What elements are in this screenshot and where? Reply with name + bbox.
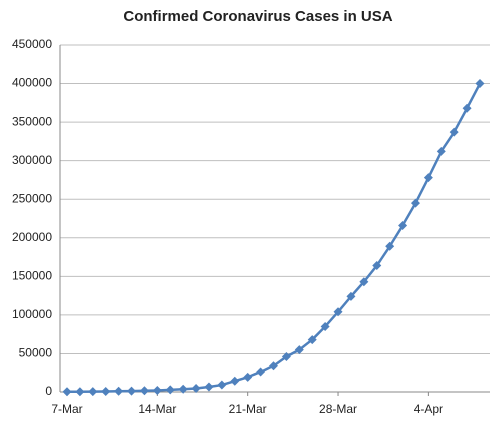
x-tick-label: 7-Mar bbox=[51, 402, 82, 416]
marker bbox=[204, 382, 214, 392]
marker bbox=[269, 361, 278, 371]
y-tick-label: 400000 bbox=[12, 76, 52, 90]
marker bbox=[475, 79, 485, 89]
y-tick-label: 450000 bbox=[12, 37, 52, 51]
marker bbox=[385, 241, 395, 251]
marker bbox=[462, 103, 472, 113]
marker bbox=[178, 384, 188, 394]
x-tick-label: 21-Mar bbox=[229, 402, 267, 416]
chart-title: Confirmed Coronavirus Cases in USA bbox=[123, 8, 392, 25]
marker bbox=[359, 277, 369, 287]
marker bbox=[281, 352, 291, 362]
x-tick-label: 4-Apr bbox=[414, 402, 443, 416]
marker bbox=[320, 321, 330, 331]
marker bbox=[191, 383, 201, 393]
marker bbox=[449, 127, 459, 137]
marker bbox=[243, 372, 253, 382]
marker bbox=[127, 386, 137, 396]
marker bbox=[165, 385, 175, 395]
marker bbox=[62, 387, 72, 397]
marker bbox=[101, 387, 111, 397]
marker bbox=[346, 291, 356, 301]
marker bbox=[398, 220, 408, 230]
marker bbox=[333, 307, 343, 317]
marker bbox=[114, 386, 124, 396]
y-tick-label: 150000 bbox=[12, 269, 52, 283]
x-tick-label: 14-Mar bbox=[138, 402, 176, 416]
marker bbox=[152, 385, 162, 395]
marker bbox=[75, 387, 85, 397]
y-tick-label: 50000 bbox=[19, 346, 53, 360]
y-tick-label: 0 bbox=[45, 384, 52, 398]
marker bbox=[307, 335, 317, 345]
y-tick-label: 100000 bbox=[12, 307, 52, 321]
y-tick-label: 300000 bbox=[12, 153, 52, 167]
marker bbox=[436, 146, 446, 156]
y-tick-label: 200000 bbox=[12, 230, 52, 244]
marker bbox=[217, 380, 227, 390]
marker bbox=[372, 261, 382, 271]
marker bbox=[256, 367, 266, 377]
marker bbox=[88, 387, 98, 397]
marker bbox=[294, 345, 304, 355]
y-tick-label: 350000 bbox=[12, 114, 52, 128]
y-tick-label: 250000 bbox=[12, 191, 52, 205]
marker bbox=[230, 376, 240, 386]
marker bbox=[139, 386, 149, 396]
marker bbox=[410, 198, 420, 208]
x-tick-label: 28-Mar bbox=[319, 402, 357, 416]
marker bbox=[423, 173, 433, 183]
